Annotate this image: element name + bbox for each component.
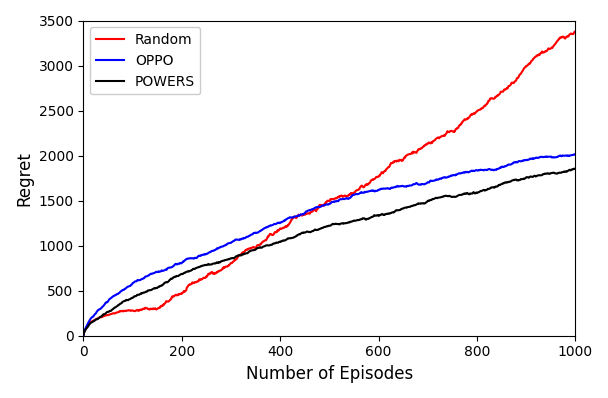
POWERS [80, 334, 87, 338]
POWERS [572, 167, 579, 172]
X-axis label: Number of Episodes: Number of Episodes [246, 365, 413, 383]
OPPO [515, 159, 522, 164]
Random [80, 334, 87, 338]
POWERS [482, 188, 489, 193]
POWERS [110, 306, 117, 311]
Random [482, 104, 489, 109]
Line: Random: Random [83, 31, 575, 336]
Line: OPPO: OPPO [83, 154, 575, 336]
POWERS [179, 271, 187, 276]
POWERS [570, 166, 578, 171]
OPPO [548, 154, 555, 159]
Random [110, 311, 117, 316]
OPPO [482, 168, 489, 172]
Y-axis label: Regret: Regret [15, 151, 33, 205]
Line: POWERS: POWERS [83, 169, 575, 336]
Random [463, 117, 471, 122]
OPPO [80, 334, 87, 338]
POWERS [463, 191, 471, 196]
POWERS [548, 171, 555, 176]
OPPO [179, 259, 187, 264]
Random [179, 289, 187, 294]
OPPO [110, 294, 117, 298]
OPPO [463, 170, 471, 175]
Legend: Random, OPPO, POWERS: Random, OPPO, POWERS [91, 27, 201, 94]
OPPO [572, 152, 579, 156]
Random [548, 46, 555, 51]
Random [515, 75, 522, 80]
POWERS [515, 178, 522, 183]
OPPO [572, 152, 579, 157]
Random [572, 29, 579, 34]
